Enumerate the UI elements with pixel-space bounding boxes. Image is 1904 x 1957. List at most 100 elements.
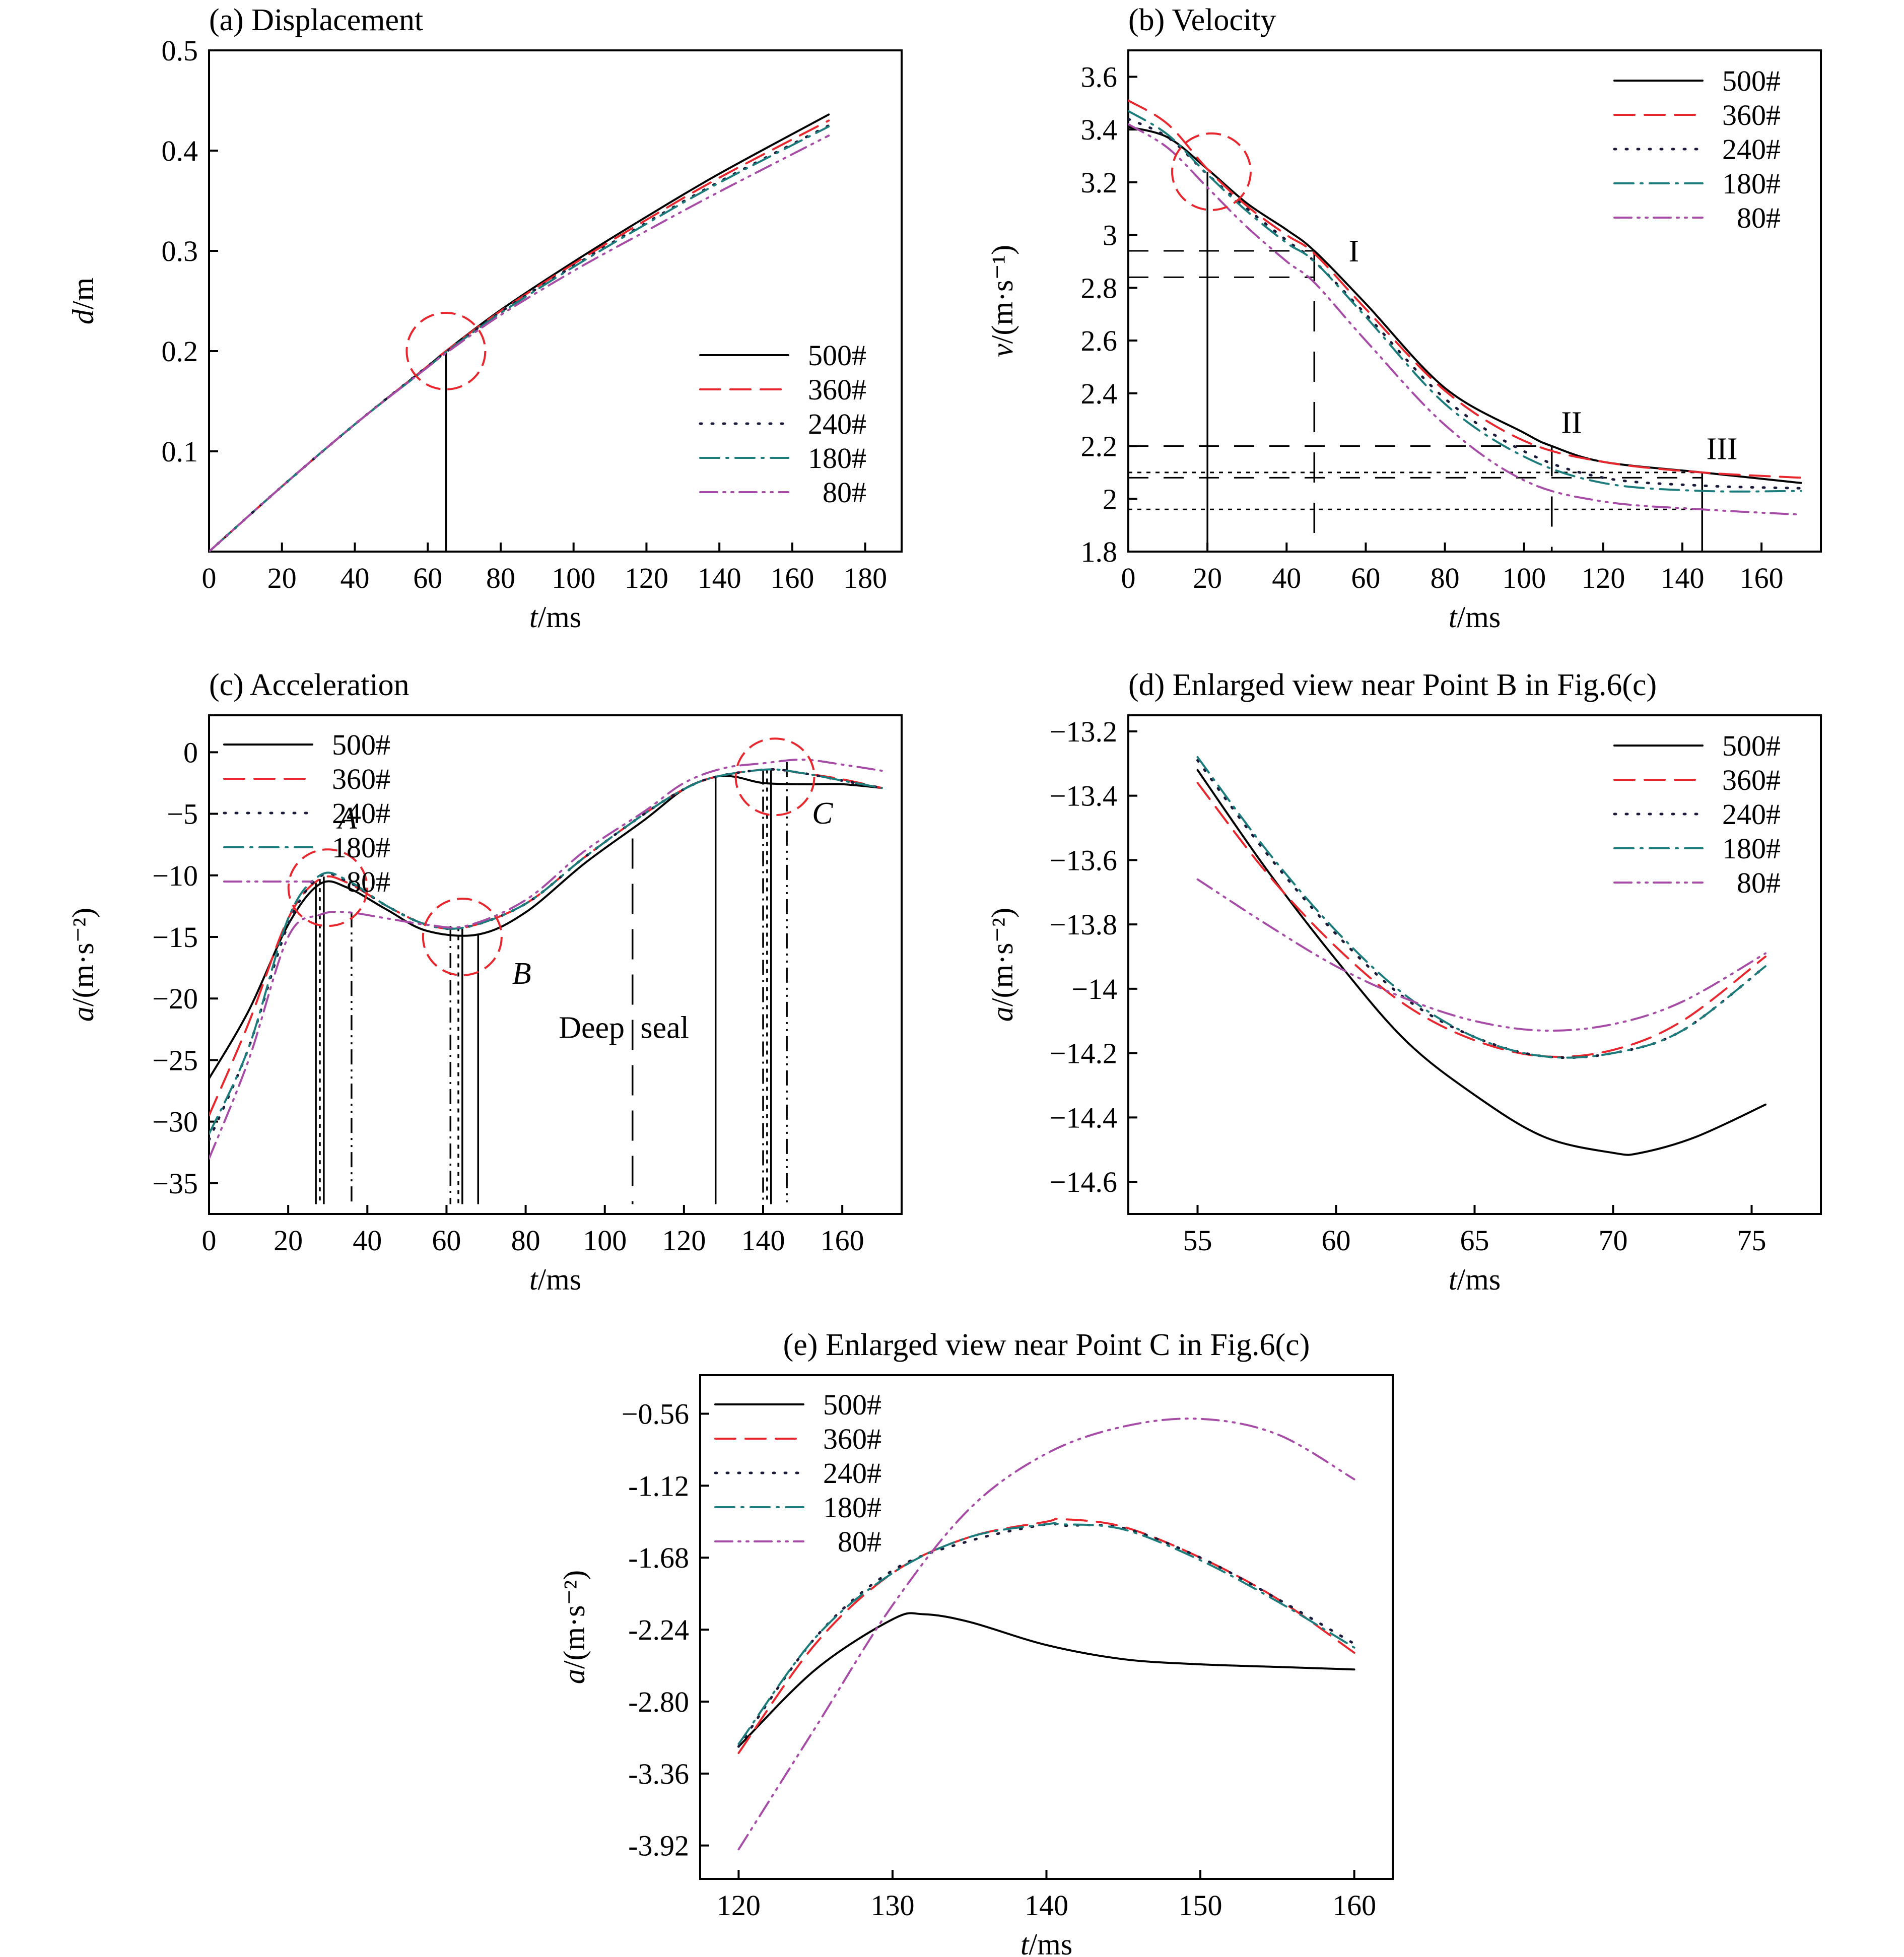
legend-label-360: 360# (1722, 99, 1781, 131)
series-line-180 (209, 125, 830, 552)
y-tick-label: 0.3 (162, 235, 198, 267)
annotation-label: II (1561, 406, 1582, 440)
x-tick-label: 75 (1737, 1224, 1766, 1257)
legend-c: 500#360#240#180#80# (223, 728, 390, 898)
x-axis-label: t/ms (1021, 1928, 1072, 1957)
annotation-label: A (336, 801, 358, 836)
y-tick-label: 3 (1103, 219, 1117, 252)
x-tick-label: 140 (698, 562, 741, 594)
series-line-500 (209, 113, 830, 552)
legend-label-360: 360# (1722, 764, 1781, 796)
series-line-240 (209, 124, 830, 552)
series-group-d (1196, 756, 1767, 1156)
y-tick-label: −14.6 (1050, 1166, 1117, 1198)
panel-a: (a) Displacement 0 20 40 60 80 100 120 140 160 180… (66, 3, 903, 634)
y-axis-label: a/(m·s⁻²) (66, 908, 100, 1022)
y-tick-label: −13.4 (1050, 780, 1117, 813)
legend-label-360: 360# (823, 1423, 881, 1455)
series-group-e (737, 1418, 1356, 1851)
x-axis-label: t/ms (1449, 1263, 1501, 1296)
plot-area-e (699, 1374, 1394, 1880)
series-line-500 (1196, 769, 1766, 1156)
x-tick-label: 140 (1661, 562, 1705, 594)
y-axis-label: d/m (66, 278, 100, 324)
x-axis-label: t/ms (529, 1263, 581, 1296)
legend-label-180: 180# (823, 1491, 881, 1524)
legend-label-240: 240# (808, 408, 866, 440)
deep-seal-label: seal (640, 1010, 689, 1045)
x-tick-label: 65 (1460, 1224, 1489, 1257)
x-tick-label: 130 (870, 1889, 914, 1922)
y-tick-label: −13.2 (1050, 715, 1117, 748)
x-tick-label: 160 (1332, 1889, 1376, 1922)
y-tick-label: −20 (152, 982, 198, 1015)
y-tick-label: 2.2 (1081, 430, 1118, 463)
y-tick-label: 2.4 (1081, 377, 1118, 410)
y-tick-label: -3.36 (628, 1758, 689, 1790)
legend-label-180: 180# (1722, 832, 1781, 865)
annotations-c (315, 762, 788, 1204)
legend-label-180: 180# (808, 442, 866, 475)
series-line-500 (209, 774, 883, 1080)
y-tick-label: −35 (152, 1167, 198, 1200)
legend-label-500: 500# (808, 339, 866, 372)
series-line-80 (1196, 878, 1766, 1032)
series-line-180 (1196, 756, 1766, 1059)
x-tick-label: 80 (1431, 562, 1460, 594)
series-line-360 (1128, 99, 1802, 479)
series-line-240 (209, 768, 883, 1141)
legend-label-180: 180# (1722, 167, 1781, 200)
legend-label-80: 80# (1737, 201, 1781, 234)
y-tick-label: −14.4 (1050, 1101, 1117, 1134)
y-tick-label: 3.6 (1081, 60, 1118, 93)
y-tick-label: −30 (152, 1106, 198, 1138)
y-tick-label: 0 (183, 736, 198, 769)
series-line-240 (1196, 759, 1767, 1059)
panel-title-a: (a) Displacement (209, 3, 423, 37)
series-line-80 (209, 134, 830, 552)
y-tick-label: −5 (167, 798, 198, 831)
legend-label-500: 500# (332, 728, 390, 761)
x-tick-label: 120 (717, 1889, 761, 1922)
legend-d: 500#360#240#180#80# (1613, 729, 1781, 899)
y-tick-label: -3.92 (628, 1830, 689, 1862)
legend-label-180: 180# (332, 831, 390, 864)
series-line-500 (1128, 125, 1802, 484)
y-tick-label: −10 (152, 859, 198, 892)
y-tick-label: 0.5 (162, 34, 198, 67)
y-tick-label: -1.68 (628, 1541, 689, 1574)
x-tick-label: 60 (432, 1224, 461, 1257)
x-tick-label: 120 (1581, 562, 1625, 594)
y-tick-label: 0.1 (162, 435, 198, 468)
x-tick-label: 160 (1740, 562, 1784, 594)
annotation-label: I (1349, 234, 1359, 268)
series-line-80 (209, 758, 883, 1160)
highlight-circle (1171, 132, 1252, 211)
x-tick-label: 40 (1272, 562, 1301, 594)
legend-label-240: 240# (332, 797, 390, 830)
x-tick-label: 40 (340, 562, 369, 594)
plot-area-c (208, 714, 903, 1215)
y-tick-label: −13.6 (1050, 844, 1117, 876)
x-tick-label: 120 (625, 562, 668, 594)
y-tick-label: −0.56 (622, 1398, 689, 1431)
legend-label-80: 80# (838, 1525, 881, 1558)
x-tick-label: 60 (1322, 1224, 1351, 1257)
series-line-240 (737, 1522, 1356, 1748)
x-tick-label: 20 (1193, 562, 1222, 594)
legend-label-500: 500# (823, 1388, 881, 1421)
series-line-500 (737, 1612, 1355, 1748)
series-line-180 (209, 768, 883, 1135)
y-tick-label: 2 (1103, 483, 1117, 515)
panel-title-d: (d) Enlarged view near Point B in Fig.6(… (1128, 668, 1657, 702)
x-tick-label: 0 (202, 562, 217, 594)
x-tick-label: 20 (274, 1224, 303, 1257)
annotation-label: B (512, 957, 531, 991)
highlight-circle (422, 898, 503, 976)
series-line-360 (209, 119, 830, 552)
y-tick-label: -2.24 (628, 1613, 689, 1646)
annotation-label: C (812, 796, 833, 831)
y-tick-label: −13.8 (1050, 908, 1117, 941)
x-tick-label: 100 (1502, 562, 1546, 594)
